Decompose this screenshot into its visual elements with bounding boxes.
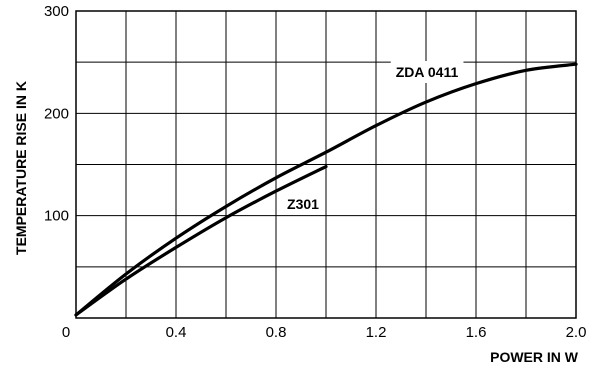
series-labels: ZDA 0411 Z301: [282, 61, 464, 215]
curves: [74, 62, 578, 317]
y-tick-label: 200: [44, 105, 69, 122]
x-axis-label: POWER IN W: [490, 349, 579, 365]
x-tick-label: 1.2: [366, 324, 387, 341]
series-label-text: ZDA 0411: [396, 64, 459, 80]
series-label-0: ZDA 0411: [390, 61, 464, 83]
x-tick-label: 1.6: [466, 324, 487, 341]
grid: [76, 11, 576, 318]
series-label-background: [390, 61, 464, 83]
series-label-text: Z301: [287, 196, 319, 212]
x-tick-label: 0.8: [266, 324, 287, 341]
x-tick-label: 0: [62, 324, 70, 341]
series-label-1: Z301: [282, 193, 325, 215]
series-line-1: [74, 164, 328, 317]
x-tick-labels: 0 0.4 0.8 1.2 1.6 2.0: [62, 324, 587, 341]
x-tick-label: 0.4: [166, 324, 187, 341]
plot-frame: [75, 10, 577, 319]
y-tick-label: 100: [44, 208, 69, 225]
y-tick-labels: 100 200 300: [44, 3, 69, 225]
series-label-background: [282, 193, 325, 215]
x-tick-label: 2.0: [566, 324, 587, 341]
y-tick-label: 300: [44, 3, 69, 20]
y-axis-label: TEMPERATURE RISE IN K: [13, 81, 29, 255]
series-line-0: [74, 62, 578, 317]
